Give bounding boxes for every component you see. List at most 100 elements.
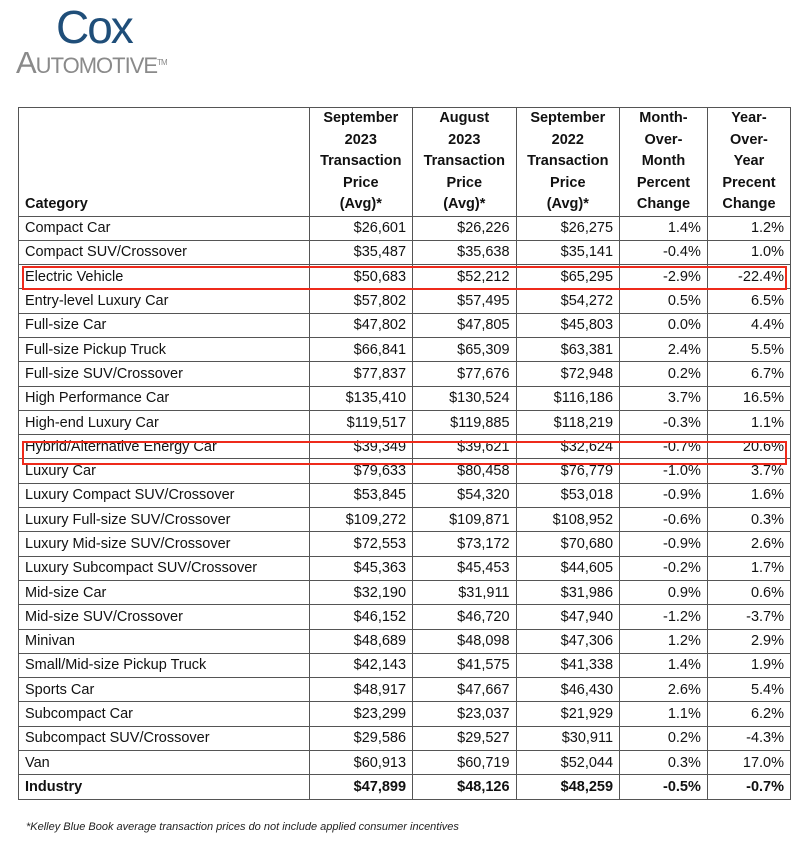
table-row: Hybrid/Alternative Energy Car $39,349 $39,…	[18, 434, 792, 460]
value-cell: $46,720	[412, 604, 517, 630]
value-cell: $79,633	[308, 458, 414, 484]
value-cell: $39,349	[308, 434, 414, 460]
value-cell: $23,037	[412, 701, 517, 727]
value-cell: $60,913	[308, 750, 414, 776]
value-cell: $73,172	[412, 531, 517, 557]
table-row: Compact Car $26,601 $26,226 $26,275 1.4% 1.2%	[18, 215, 792, 241]
value-cell: $48,098	[412, 628, 517, 654]
table-row: Electric Vehicle $50,683 $52,212 $65,295 -2.…	[18, 264, 792, 290]
value-cell: 1.4%	[619, 215, 708, 241]
value-cell: $47,802	[308, 312, 414, 338]
value-cell: $66,841	[308, 336, 414, 363]
value-cell: $45,453	[412, 555, 517, 581]
value-cell: 5.4%	[706, 677, 792, 703]
category-cell: Electric Vehicle	[18, 264, 310, 290]
column-header: September 2022 Transaction Price (Avg)*	[515, 107, 621, 217]
value-cell: -1.0%	[619, 458, 708, 484]
value-cell: $109,272	[308, 507, 414, 533]
table-row: Full-size SUV/Crossover $77,837 $77,676 $72…	[18, 361, 792, 387]
value-cell: $44,605	[515, 555, 621, 581]
table-row: Luxury Mid-size SUV/Crossover $72,553 $73,…	[18, 531, 792, 557]
value-cell: 1.1%	[706, 409, 792, 436]
value-cell: -0.4%	[619, 239, 708, 266]
value-cell: $26,275	[515, 215, 621, 241]
value-cell: -0.7%	[619, 434, 708, 460]
trademark-mark: TM	[157, 58, 168, 67]
column-header: Year- Over- Year Precent Change	[706, 107, 792, 217]
value-cell: $50,683	[308, 264, 414, 290]
value-cell: $31,986	[515, 579, 621, 606]
value-cell: $42,143	[308, 652, 414, 679]
value-cell: -0.5%	[619, 774, 708, 800]
value-cell: $57,802	[308, 288, 414, 314]
category-cell: Luxury Car	[18, 458, 310, 484]
value-cell: 2.9%	[706, 628, 792, 654]
value-cell: $108,952	[515, 507, 621, 533]
category-cell: Hybrid/Alternative Energy Car	[18, 434, 310, 460]
value-cell: 2.4%	[619, 336, 708, 363]
value-cell: -3.7%	[706, 604, 792, 630]
category-cell: Industry	[18, 774, 310, 800]
category-cell: High Performance Car	[18, 385, 310, 411]
value-cell: $53,018	[515, 482, 621, 509]
value-cell: 0.5%	[619, 288, 708, 314]
value-cell: $130,524	[412, 385, 517, 411]
value-cell: 1.2%	[706, 215, 792, 241]
value-cell: $41,575	[412, 652, 517, 679]
value-cell: $48,259	[515, 774, 621, 800]
value-cell: $65,295	[515, 264, 621, 290]
value-cell: $47,805	[412, 312, 517, 338]
value-cell: 2.6%	[706, 531, 792, 557]
value-cell: $72,948	[515, 361, 621, 387]
table-row: Entry-level Luxury Car $57,802 $57,495 $54,…	[18, 288, 792, 314]
transaction-price-table: Category September 2023 Transaction Price (Av…	[18, 107, 792, 800]
value-cell: -0.2%	[619, 555, 708, 581]
value-cell: 0.9%	[619, 579, 708, 606]
value-cell: $57,495	[412, 288, 517, 314]
value-cell: $60,719	[412, 750, 517, 776]
value-cell: $26,226	[412, 215, 517, 241]
value-cell: $48,689	[308, 628, 414, 654]
value-cell: 6.7%	[706, 361, 792, 387]
logo-cox-text: Cox	[56, 1, 134, 53]
category-cell: Mid-size SUV/Crossover	[18, 604, 310, 630]
value-cell: $52,212	[412, 264, 517, 290]
table-row: Van $60,913 $60,719 $52,044 0.3% 17.0%	[18, 750, 792, 776]
table-row: Subcompact SUV/Crossover $29,586 $29,527 $3…	[18, 725, 792, 752]
value-cell: $109,871	[412, 507, 517, 533]
value-cell: $32,190	[308, 579, 414, 606]
value-cell: 1.4%	[619, 652, 708, 679]
table-row: Mid-size SUV/Crossover $46,152 $46,720 $47,…	[18, 604, 792, 630]
value-cell: $119,885	[412, 409, 517, 436]
table-row: Luxury Compact SUV/Crossover $53,845 $54,3…	[18, 482, 792, 509]
value-cell: $35,141	[515, 239, 621, 266]
logo-automotive-word: Automotive	[16, 45, 158, 80]
table-row: Subcompact Car $23,299 $23,037 $21,929 1.1% 6…	[18, 701, 792, 727]
value-cell: 1.7%	[706, 555, 792, 581]
value-cell: 0.2%	[619, 361, 708, 387]
category-cell: Luxury Compact SUV/Crossover	[18, 482, 310, 509]
footnote: *Kelley Blue Book average transaction pr…	[26, 821, 459, 833]
value-cell: $53,845	[308, 482, 414, 509]
value-cell: $39,621	[412, 434, 517, 460]
value-cell: $77,837	[308, 361, 414, 387]
category-cell: Van	[18, 750, 310, 776]
value-cell: 3.7%	[706, 458, 792, 484]
value-cell: -0.3%	[619, 409, 708, 436]
value-cell: $46,152	[308, 604, 414, 630]
value-cell: $47,306	[515, 628, 621, 654]
value-cell: $54,272	[515, 288, 621, 314]
category-cell: Full-size Car	[18, 312, 310, 338]
table-row: High Performance Car $135,410 $130,524 $116…	[18, 385, 792, 411]
category-cell: Subcompact Car	[18, 701, 310, 727]
value-cell: -4.3%	[706, 725, 792, 752]
value-cell: $47,899	[308, 774, 414, 800]
category-cell: Minivan	[18, 628, 310, 654]
column-header: Month- Over- Month Percent Change	[619, 107, 708, 217]
value-cell: 1.9%	[706, 652, 792, 679]
value-cell: 1.1%	[619, 701, 708, 727]
table-row: Luxury Car $79,633 $80,458 $76,779 -1.0% 3.7%	[18, 458, 792, 484]
value-cell: $32,624	[515, 434, 621, 460]
table-row: Small/Mid-size Pickup Truck $42,143 $41,57…	[18, 652, 792, 679]
value-cell: 0.3%	[706, 507, 792, 533]
